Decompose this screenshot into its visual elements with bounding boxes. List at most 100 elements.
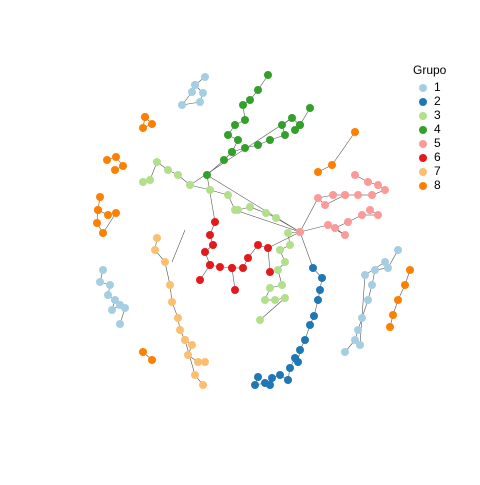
node	[318, 274, 326, 282]
node	[244, 254, 252, 262]
node	[256, 316, 264, 324]
node	[254, 86, 262, 94]
node	[234, 136, 242, 144]
node	[111, 296, 119, 304]
legend-swatch	[419, 98, 427, 106]
node	[276, 246, 284, 254]
node	[389, 311, 397, 319]
edge	[206, 174, 301, 233]
node	[381, 258, 389, 266]
edge	[206, 174, 216, 223]
legend-label: 8	[434, 178, 441, 192]
node	[351, 171, 359, 179]
node	[178, 101, 186, 109]
node	[151, 246, 159, 254]
node	[206, 261, 214, 269]
node	[276, 371, 284, 379]
node	[341, 231, 349, 239]
node	[281, 258, 289, 266]
legend-label: 5	[434, 136, 441, 150]
node	[268, 374, 276, 382]
node	[288, 114, 296, 122]
node	[374, 211, 382, 219]
node	[199, 89, 207, 97]
node	[314, 194, 322, 202]
edge	[299, 197, 319, 233]
node	[296, 346, 304, 354]
node	[368, 281, 376, 289]
node	[209, 241, 217, 249]
node	[310, 312, 318, 320]
legend-swatch	[419, 182, 427, 190]
node	[278, 121, 286, 129]
node	[251, 381, 259, 389]
node	[96, 278, 104, 286]
node	[166, 281, 174, 289]
edge	[267, 231, 301, 249]
legend-swatch	[419, 126, 427, 134]
node	[394, 246, 402, 254]
node	[328, 161, 336, 169]
node	[231, 121, 239, 129]
node	[261, 379, 269, 387]
node	[139, 178, 147, 186]
edge	[359, 274, 366, 346]
node	[364, 178, 372, 186]
node	[224, 191, 232, 199]
node	[314, 296, 322, 304]
node	[309, 264, 317, 272]
node	[203, 171, 211, 179]
node	[254, 241, 262, 249]
node	[119, 162, 127, 170]
node	[331, 224, 339, 232]
node	[231, 286, 239, 294]
node	[278, 281, 286, 289]
node	[401, 281, 409, 289]
node	[116, 320, 124, 328]
node	[361, 271, 369, 279]
node	[368, 191, 376, 199]
node	[186, 181, 194, 189]
node	[168, 298, 176, 306]
node	[201, 73, 209, 81]
node	[344, 218, 352, 226]
node	[406, 266, 414, 274]
edge	[331, 131, 356, 166]
node	[241, 144, 249, 152]
node	[266, 284, 274, 292]
node	[112, 153, 120, 161]
legend-swatch	[419, 168, 427, 176]
node	[216, 263, 224, 271]
node	[266, 136, 274, 144]
edge	[234, 209, 301, 233]
legend-label: 6	[434, 150, 441, 164]
node	[139, 348, 147, 356]
node	[188, 88, 196, 96]
node	[188, 341, 196, 349]
node	[351, 336, 359, 344]
node	[296, 121, 304, 129]
edge	[275, 217, 301, 233]
node	[139, 124, 147, 132]
node	[364, 296, 372, 304]
node	[121, 304, 129, 312]
node	[148, 356, 156, 364]
node	[329, 191, 337, 199]
node	[104, 211, 112, 219]
node	[281, 294, 289, 302]
node	[161, 258, 169, 266]
node	[341, 348, 349, 356]
legend-label: 2	[434, 94, 441, 108]
node	[272, 214, 280, 222]
node	[246, 96, 254, 104]
node	[306, 321, 314, 329]
node	[264, 244, 272, 252]
legend-label: 7	[434, 164, 441, 178]
node	[224, 131, 232, 139]
node	[184, 351, 192, 359]
node	[164, 166, 172, 174]
node	[201, 248, 209, 256]
node	[194, 358, 202, 366]
